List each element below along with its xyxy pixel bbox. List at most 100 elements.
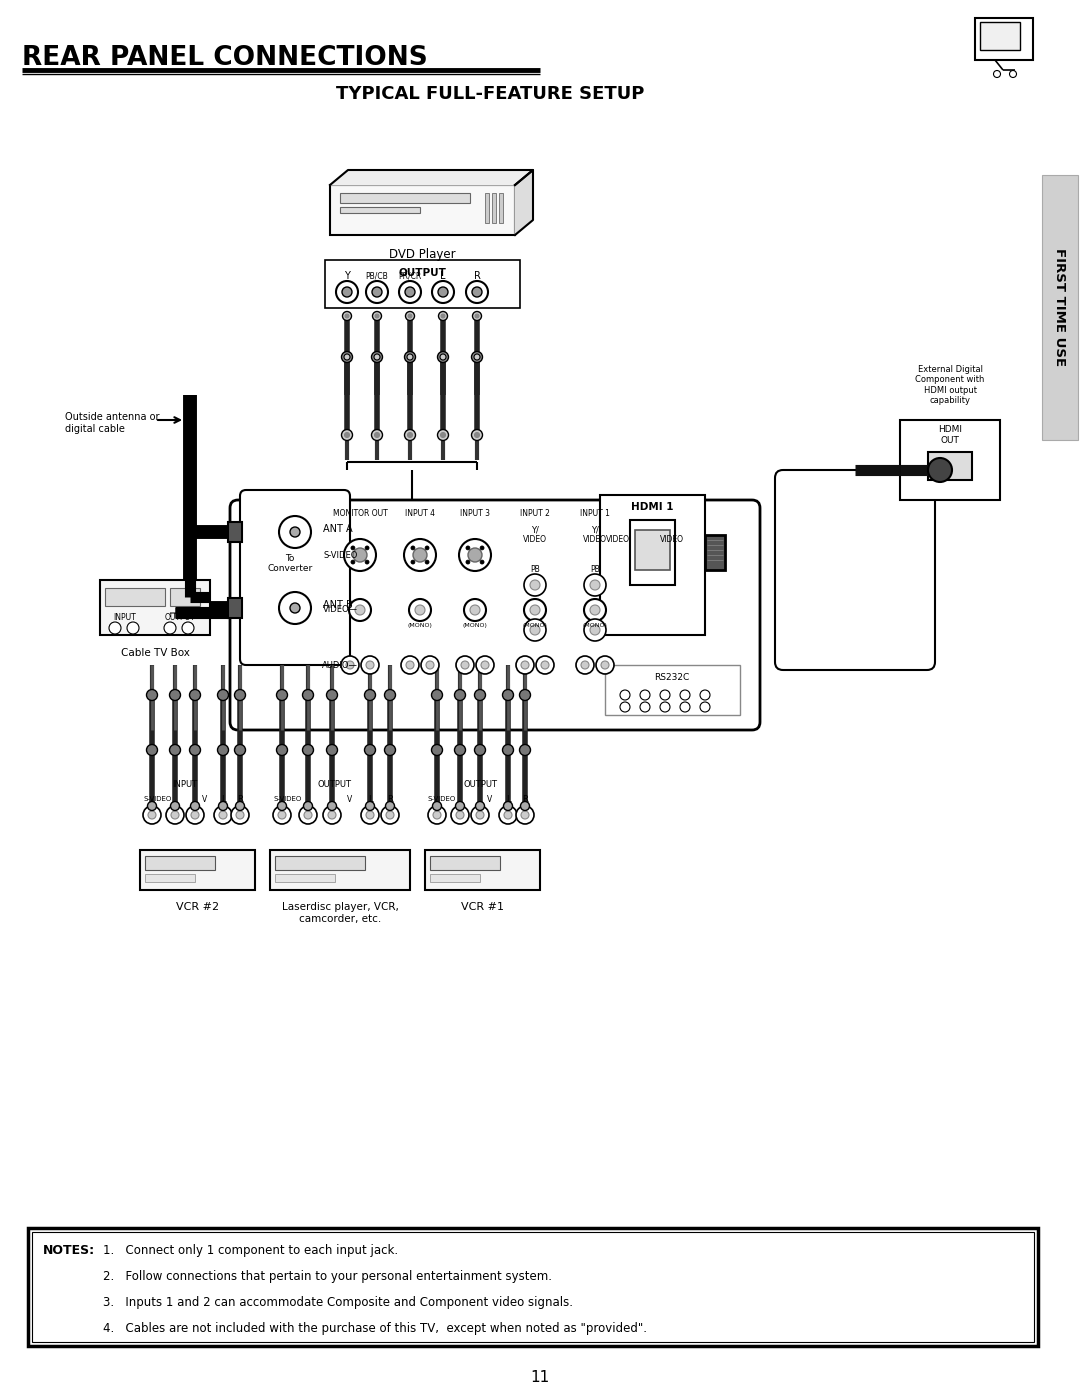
- Circle shape: [459, 539, 491, 571]
- Circle shape: [365, 546, 369, 550]
- Bar: [705, 535, 725, 570]
- Circle shape: [474, 433, 480, 437]
- Circle shape: [472, 429, 483, 440]
- Circle shape: [147, 745, 158, 756]
- Bar: [600, 495, 705, 636]
- Circle shape: [372, 429, 382, 440]
- Bar: [426, 849, 540, 890]
- Circle shape: [584, 574, 606, 597]
- Text: To
Converter: To Converter: [268, 555, 312, 573]
- Bar: [928, 453, 972, 481]
- Circle shape: [456, 812, 464, 819]
- Circle shape: [336, 281, 357, 303]
- Text: R: R: [473, 271, 481, 281]
- Circle shape: [481, 661, 489, 669]
- Circle shape: [373, 312, 381, 320]
- Text: VIDEO: VIDEO: [660, 535, 684, 545]
- Circle shape: [451, 806, 469, 824]
- Circle shape: [1010, 70, 1016, 77]
- Bar: [275, 856, 365, 870]
- Circle shape: [519, 690, 530, 700]
- Circle shape: [432, 281, 454, 303]
- FancyBboxPatch shape: [230, 500, 760, 731]
- Bar: [975, 18, 1032, 60]
- Bar: [630, 520, 675, 585]
- Circle shape: [349, 599, 372, 622]
- Text: (MONO): (MONO): [462, 623, 487, 629]
- Text: NOTES:: NOTES:: [43, 1243, 95, 1257]
- Text: VIDEO: VIDEO: [523, 535, 546, 545]
- Circle shape: [345, 433, 350, 437]
- Text: RS232C: RS232C: [654, 672, 690, 682]
- Circle shape: [345, 539, 376, 571]
- Circle shape: [276, 690, 287, 700]
- Circle shape: [468, 548, 482, 562]
- Text: Y: Y: [345, 271, 350, 281]
- Circle shape: [217, 690, 229, 700]
- Circle shape: [700, 690, 710, 700]
- Bar: [275, 875, 335, 882]
- Text: VCR #2: VCR #2: [176, 902, 219, 912]
- Circle shape: [471, 806, 489, 824]
- Circle shape: [590, 605, 600, 615]
- Circle shape: [409, 599, 431, 622]
- Circle shape: [351, 560, 355, 564]
- Circle shape: [299, 806, 318, 824]
- Circle shape: [432, 745, 443, 756]
- Bar: [430, 856, 500, 870]
- Circle shape: [541, 661, 549, 669]
- Circle shape: [660, 703, 670, 712]
- Text: 2.   Follow connections that pertain to your personal entertainment system.: 2. Follow connections that pertain to yo…: [103, 1270, 552, 1282]
- Circle shape: [472, 286, 482, 298]
- Circle shape: [372, 286, 382, 298]
- Circle shape: [171, 812, 179, 819]
- Circle shape: [994, 70, 1000, 77]
- Circle shape: [521, 812, 529, 819]
- Text: HDMI 1: HDMI 1: [631, 502, 674, 511]
- Text: DVD Player: DVD Player: [389, 249, 456, 261]
- Circle shape: [219, 812, 227, 819]
- Circle shape: [640, 690, 650, 700]
- Circle shape: [481, 546, 484, 550]
- Circle shape: [401, 657, 419, 673]
- Circle shape: [516, 806, 534, 824]
- Circle shape: [276, 745, 287, 756]
- Circle shape: [303, 802, 312, 810]
- Circle shape: [465, 560, 470, 564]
- Text: (MONO): (MONO): [582, 623, 607, 629]
- Circle shape: [366, 281, 388, 303]
- Text: TYPICAL FULL-FEATURE SETUP: TYPICAL FULL-FEATURE SETUP: [336, 85, 644, 103]
- Circle shape: [620, 703, 630, 712]
- Circle shape: [190, 802, 200, 810]
- Circle shape: [353, 548, 367, 562]
- Circle shape: [170, 690, 180, 700]
- Text: R: R: [387, 795, 393, 803]
- FancyBboxPatch shape: [240, 490, 350, 665]
- Circle shape: [323, 806, 341, 824]
- Circle shape: [464, 599, 486, 622]
- Text: OUTPUT: OUTPUT: [318, 780, 352, 789]
- Text: ANT A: ANT A: [323, 524, 353, 534]
- Circle shape: [279, 592, 311, 624]
- Circle shape: [473, 312, 482, 320]
- Bar: [330, 184, 515, 235]
- Circle shape: [481, 560, 484, 564]
- Text: PB: PB: [590, 566, 599, 574]
- Circle shape: [415, 605, 426, 615]
- Text: L: L: [505, 795, 511, 803]
- Circle shape: [472, 352, 483, 362]
- Circle shape: [476, 657, 494, 673]
- Text: (MONO): (MONO): [523, 623, 548, 629]
- Text: 4.   Cables are not included with the purchase of this TV,  except when noted as: 4. Cables are not included with the purc…: [103, 1322, 647, 1336]
- Circle shape: [640, 703, 650, 712]
- Circle shape: [386, 812, 394, 819]
- Circle shape: [291, 604, 300, 613]
- Circle shape: [499, 806, 517, 824]
- Text: R: R: [522, 795, 528, 803]
- Text: S-VIDEO: S-VIDEO: [324, 550, 357, 560]
- Bar: [145, 875, 195, 882]
- Circle shape: [345, 314, 349, 319]
- Circle shape: [278, 802, 286, 810]
- Circle shape: [407, 433, 413, 437]
- Bar: [325, 260, 519, 307]
